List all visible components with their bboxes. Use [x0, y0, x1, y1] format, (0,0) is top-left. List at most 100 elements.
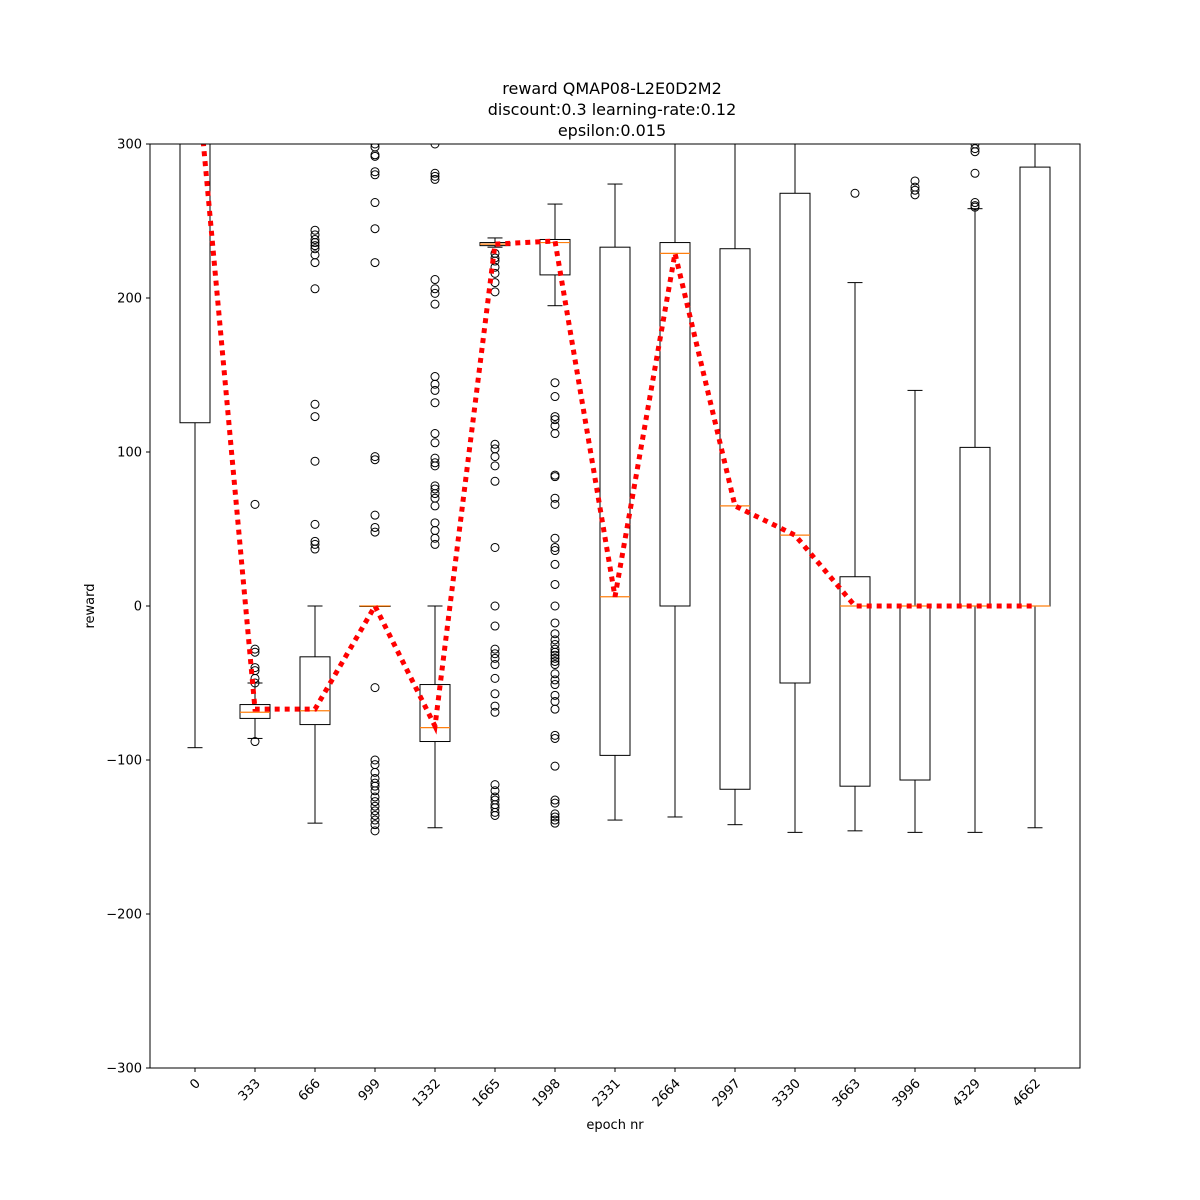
- outlier-point: [370, 683, 380, 693]
- y-axis-label: reward: [83, 583, 98, 628]
- y-tick-label: 0: [134, 600, 142, 615]
- outlier-point: [430, 489, 440, 499]
- outlier-point: [430, 284, 440, 294]
- outlier-point: [430, 501, 440, 511]
- outlier-point: [490, 701, 500, 711]
- outlier-point: [550, 815, 560, 825]
- outlier-point: [310, 284, 320, 294]
- outlier-point: [310, 539, 320, 549]
- outlier-point: [370, 767, 380, 777]
- outlier-point: [370, 258, 380, 268]
- outlier-point: [370, 797, 380, 807]
- box-iqr: [719, 248, 751, 790]
- plot-area: [179, 144, 1051, 836]
- outlier-point: [430, 275, 440, 285]
- outlier-point: [490, 439, 500, 449]
- outlier-point: [370, 452, 380, 462]
- outlier-point: [310, 244, 320, 254]
- outlier-point: [490, 689, 500, 699]
- outlier-point: [970, 168, 980, 178]
- outlier-point: [370, 522, 380, 532]
- outlier-point: [550, 559, 560, 569]
- y-tick-label: −300: [106, 1062, 142, 1077]
- outlier-point: [370, 806, 380, 816]
- outlier-point: [550, 412, 560, 422]
- outlier-point: [490, 660, 500, 670]
- outlier-point: [370, 786, 380, 796]
- outlier-point: [430, 288, 440, 298]
- outlier-point: [550, 704, 560, 714]
- outlier-point: [550, 730, 560, 740]
- outlier-point: [550, 809, 560, 819]
- outlier-point: [370, 527, 380, 537]
- outlier-point: [550, 415, 560, 425]
- outlier-point: [430, 299, 440, 309]
- outlier-point: [490, 542, 500, 552]
- outlier-point: [430, 398, 440, 408]
- outlier-point: [490, 621, 500, 631]
- chart-title-line-3: epsilon:0.015: [558, 121, 666, 140]
- outlier-point: [550, 546, 560, 556]
- outlier-point: [490, 476, 500, 486]
- outlier-point: [550, 392, 560, 402]
- outlier-point: [550, 761, 560, 771]
- outlier-point: [490, 673, 500, 683]
- outlier-point: [310, 225, 320, 235]
- outlier-point: [970, 198, 980, 208]
- outlier-point: [550, 542, 560, 552]
- outlier-point: [490, 461, 500, 471]
- outlier-point: [910, 190, 920, 200]
- plot-frame: [149, 143, 1081, 1069]
- mean-line: [200, 144, 1035, 735]
- outlier-point: [310, 258, 320, 268]
- outlier-point: [550, 499, 560, 509]
- outlier-point: [490, 786, 500, 796]
- outlier-point: [970, 144, 980, 154]
- outlier-point: [370, 224, 380, 234]
- box-iqr: [839, 576, 871, 787]
- outlier-point: [430, 458, 440, 468]
- outlier-point: [910, 185, 920, 195]
- box-iqr: [659, 242, 691, 607]
- outlier-point: [430, 174, 440, 184]
- outlier-point: [430, 484, 440, 494]
- outlier-point: [310, 238, 320, 248]
- outlier-point: [550, 644, 560, 654]
- outlier-point: [490, 653, 500, 663]
- outlier-point: [430, 438, 440, 448]
- outlier-point: [370, 820, 380, 830]
- y-tick-label: 100: [117, 446, 142, 461]
- outlier-point: [550, 579, 560, 589]
- outlier-point: [550, 795, 560, 805]
- outlier-point: [550, 378, 560, 388]
- box-iqr: [179, 144, 211, 424]
- outlier-point: [550, 656, 560, 666]
- y-tick-label: −100: [106, 754, 142, 769]
- outlier-point: [490, 601, 500, 611]
- outlier-point: [550, 429, 560, 439]
- outlier-point: [430, 379, 440, 389]
- outlier-point: [430, 539, 440, 549]
- outlier-point: [430, 533, 440, 543]
- outlier-point: [370, 455, 380, 465]
- outlier-point: [490, 452, 500, 462]
- outlier-point: [370, 810, 380, 820]
- outlier-point: [910, 176, 920, 186]
- outlier-point: [250, 663, 260, 673]
- outlier-point: [490, 644, 500, 654]
- outlier-point: [550, 533, 560, 543]
- chart-title-line-1: reward QMAP08-L2E0D2M2: [502, 79, 722, 98]
- outlier-point: [310, 544, 320, 554]
- outlier-point: [310, 412, 320, 422]
- outlier-point: [310, 234, 320, 244]
- outlier-point: [370, 792, 380, 802]
- outlier-point: [370, 167, 380, 177]
- outlier-point: [550, 675, 560, 685]
- outlier-point: [310, 519, 320, 529]
- outlier-point: [550, 635, 560, 645]
- box-iqr: [299, 656, 331, 726]
- outlier-point: [550, 798, 560, 808]
- outlier-point: [550, 653, 560, 663]
- outlier-point: [550, 690, 560, 700]
